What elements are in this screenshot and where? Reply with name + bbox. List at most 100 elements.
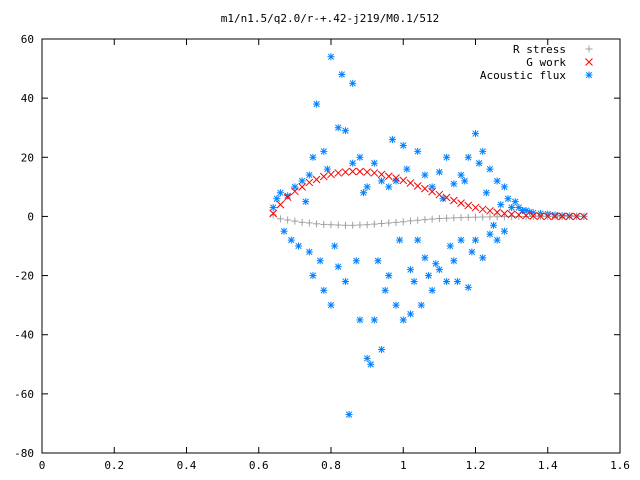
data-point [360,189,368,197]
marker-stroke [371,160,378,167]
data-point [478,205,487,214]
marker-stroke [320,148,327,155]
data-point [464,201,473,210]
legend-label: Acoustic flux [480,69,566,82]
data-point [385,183,393,191]
data-point [479,213,487,221]
data-point [284,216,292,224]
marker-stroke [319,172,328,181]
data-point [425,272,433,280]
marker-stroke [378,346,385,353]
data-point [457,214,465,222]
data-point [334,124,342,132]
marker-stroke [512,198,519,205]
marker-stroke [342,278,349,285]
data-point [370,159,378,167]
marker-stroke [335,263,342,270]
data-point [580,212,588,221]
x-tick-label: 1.6 [610,459,630,472]
data-point [410,277,418,285]
marker-stroke [536,212,545,220]
marker-stroke [465,154,472,161]
marker-stroke [414,148,421,155]
data-point [572,212,581,221]
data-point [461,177,469,185]
data-point [356,153,364,161]
data-point [421,171,429,179]
marker-stroke [298,177,306,185]
data-point [565,212,574,221]
data-point [399,176,408,185]
data-point [442,193,451,202]
marker-stroke [479,148,486,155]
y-tick-label: -20 [14,270,34,283]
data-point [486,206,494,215]
marker-stroke [276,200,285,209]
data-point [514,211,523,219]
data-point [284,192,292,200]
data-point [493,213,501,221]
data-point [363,354,371,362]
data-point [269,204,277,212]
y-tick-label: 60 [21,33,34,46]
x-tick-label: 1 [400,459,407,472]
data-point [486,213,494,221]
data-point [522,211,530,220]
data-point [381,286,389,294]
marker-stroke [349,160,356,167]
x-tick-label: 0 [39,459,46,472]
data-point [464,153,472,161]
marker-stroke [334,169,343,177]
data-point [472,130,479,138]
data-point [551,212,559,221]
marker-stroke [565,212,574,221]
marker-stroke [313,100,320,108]
axes [41,38,621,454]
y-tick-label: -40 [14,329,34,342]
data-point [302,198,310,206]
marker-stroke [284,192,291,199]
marker-stroke [551,212,559,221]
series-acoustic-flux [269,53,588,419]
data-point [500,227,508,235]
marker-stroke [585,58,593,66]
data-point [435,168,443,176]
data-point [370,169,379,177]
data-point [450,214,458,222]
marker-stroke [450,180,457,188]
marker-stroke [572,212,581,221]
marker-stroke [392,174,400,182]
data-point [479,147,487,155]
data-point [536,212,545,220]
marker-stroke [486,206,494,215]
marker-stroke [367,361,374,368]
marker-stroke [478,205,487,214]
chart-title: m1/n1.5/q2.0/r-+.42-j219/M0.1/512 [221,12,440,25]
y-tick-label: 40 [21,92,34,105]
marker-stroke [501,228,508,235]
marker-stroke [371,316,378,324]
data-point [349,221,357,229]
marker-stroke [529,211,538,220]
marker-stroke [363,168,371,176]
data-point [406,217,414,225]
marker-stroke [522,211,530,220]
data-point [443,153,451,161]
marker-stroke [392,177,400,185]
data-point [309,153,317,161]
x-tick-label: 0.2 [104,459,124,472]
marker-stroke [400,142,407,149]
marker-stroke [392,301,400,309]
data-point [384,172,393,181]
marker-stroke [331,242,338,250]
marker-stroke [472,236,479,244]
marker-stroke [486,165,494,173]
data-point [443,214,451,222]
marker-stroke [385,272,392,279]
data-point [507,210,516,219]
data-point [298,183,306,191]
data-point [385,219,393,227]
data-point [352,257,360,265]
data-point [385,272,393,280]
